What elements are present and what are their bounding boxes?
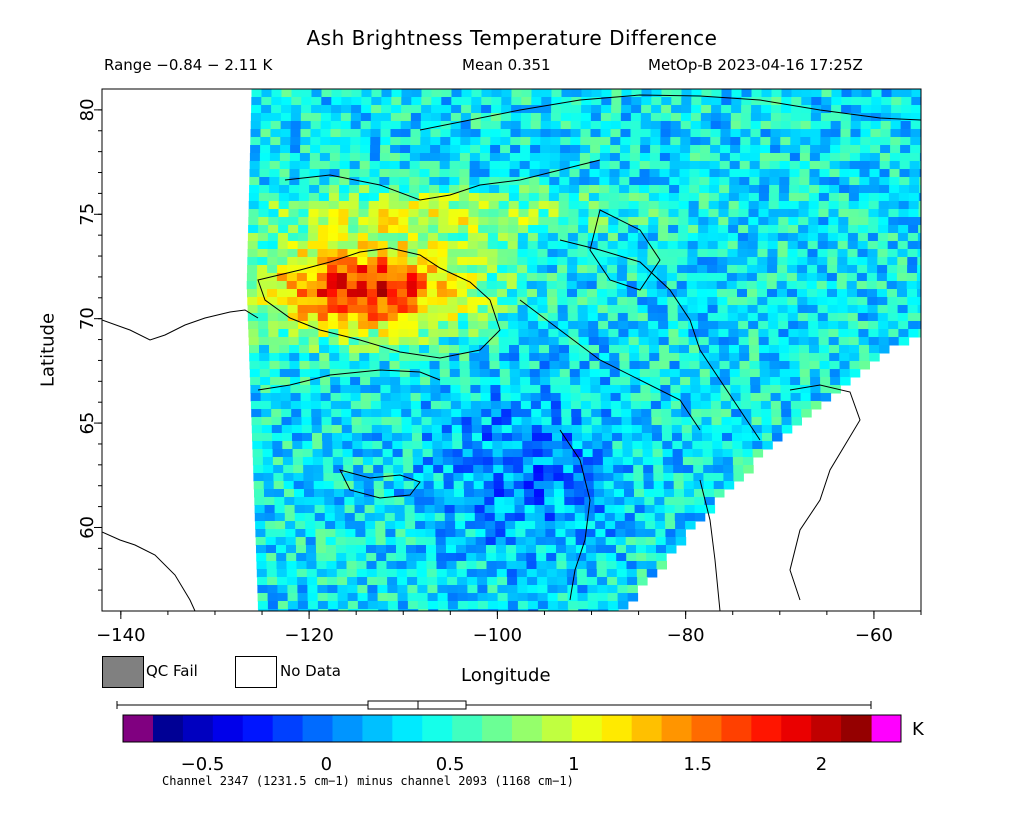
colorbar-segment xyxy=(781,715,812,742)
colorbar-over-swatch xyxy=(871,715,901,742)
colorbar-tick-label: 1 xyxy=(568,754,579,775)
colorbar-segment xyxy=(512,715,543,742)
colorbar-segment xyxy=(721,715,752,742)
colorbar-tick-label: 1.5 xyxy=(683,754,712,775)
colorbar-tick-label: 2 xyxy=(816,754,827,775)
coastline-segment xyxy=(257,369,441,391)
y-tick-label: 70 xyxy=(77,307,98,330)
swath-data-layer xyxy=(246,89,921,611)
coastline-segment xyxy=(284,159,601,201)
colorbar: −0.5 0 0.5 1 1.5 2 xyxy=(116,700,902,775)
x-tick-label: −120 xyxy=(284,625,333,646)
colorbar-segment xyxy=(661,715,693,742)
coastline-segment xyxy=(559,429,591,601)
chart-title: Ash Brightness Temperature Difference xyxy=(306,26,718,50)
coastline-segment xyxy=(589,209,661,291)
colorbar-segment xyxy=(212,715,244,742)
x-tick-label: −60 xyxy=(855,625,893,646)
channel-footnote: Channel 2347 (1231.5 cm−1) minus channel… xyxy=(162,774,574,788)
colorbar-tick-label: 0 xyxy=(321,754,332,775)
plot-frame xyxy=(101,88,922,612)
colorbar-unit: K xyxy=(912,719,924,740)
colorbar-segment xyxy=(631,715,663,742)
y-axis-label: Latitude xyxy=(37,312,59,388)
coastline-segment xyxy=(102,309,259,341)
colorbar-segment xyxy=(153,715,184,742)
colorbar-segment xyxy=(362,715,393,742)
no-data-label: No Data xyxy=(280,662,341,680)
colorbar-segment xyxy=(242,715,274,742)
colorbar-segment xyxy=(482,715,513,742)
coastline-segment xyxy=(559,239,761,441)
colorbar-segment xyxy=(302,715,334,742)
x-axis-label: Longitude xyxy=(461,665,551,686)
y-tick-label: 80 xyxy=(77,98,98,121)
colorbar-segment xyxy=(422,715,453,742)
colorbar-segment xyxy=(601,715,633,742)
y-tick-label: 75 xyxy=(77,203,98,226)
colorbar-segment xyxy=(332,715,364,742)
colorbar-segment xyxy=(452,715,483,742)
x-tick-label: −140 xyxy=(96,625,145,646)
colorbar-under-swatch xyxy=(123,715,153,742)
colorbar-segment xyxy=(541,715,573,742)
range-readout: Range −0.84 − 2.11 K xyxy=(104,56,273,74)
coastline-segment xyxy=(419,94,921,131)
colorbar-segment xyxy=(392,715,423,742)
y-axis: 60 65 70 75 80 xyxy=(77,98,102,591)
colorbar-tick-label: 0.5 xyxy=(436,754,465,775)
colorbar-segment xyxy=(691,715,723,742)
x-tick-label: −80 xyxy=(667,625,705,646)
qc-fail-swatch xyxy=(102,656,144,688)
colorbar-tick-label: −0.5 xyxy=(181,754,225,775)
no-data-swatch xyxy=(235,656,277,688)
mean-readout: Mean 0.351 xyxy=(462,56,551,74)
x-axis: −140 −120 −100 −80 −60 xyxy=(96,611,922,646)
colorbar-segment xyxy=(571,715,603,742)
y-tick-label: 60 xyxy=(77,516,98,539)
satellite-timestamp: MetOp-B 2023-04-16 17:25Z xyxy=(648,56,863,74)
coastline-segment xyxy=(699,479,721,611)
colorbar-segment xyxy=(182,715,214,742)
qc-fail-label: QC Fail xyxy=(146,662,198,680)
y-tick-label: 65 xyxy=(77,412,98,435)
coastline-segment xyxy=(102,531,196,611)
colorbar-segment xyxy=(272,715,304,742)
colorbar-frame xyxy=(122,714,902,743)
coastline-segment xyxy=(789,384,861,601)
colorbar-segment xyxy=(751,715,782,742)
colorbar-segment xyxy=(811,715,842,742)
boxplot-box xyxy=(367,700,467,710)
colorbar-segment xyxy=(841,715,872,742)
x-tick-label: −100 xyxy=(473,625,522,646)
coastline-layer xyxy=(102,94,921,611)
coastline-segment xyxy=(519,299,701,431)
coastline-segment xyxy=(257,247,501,359)
coastline-segment xyxy=(339,469,421,499)
